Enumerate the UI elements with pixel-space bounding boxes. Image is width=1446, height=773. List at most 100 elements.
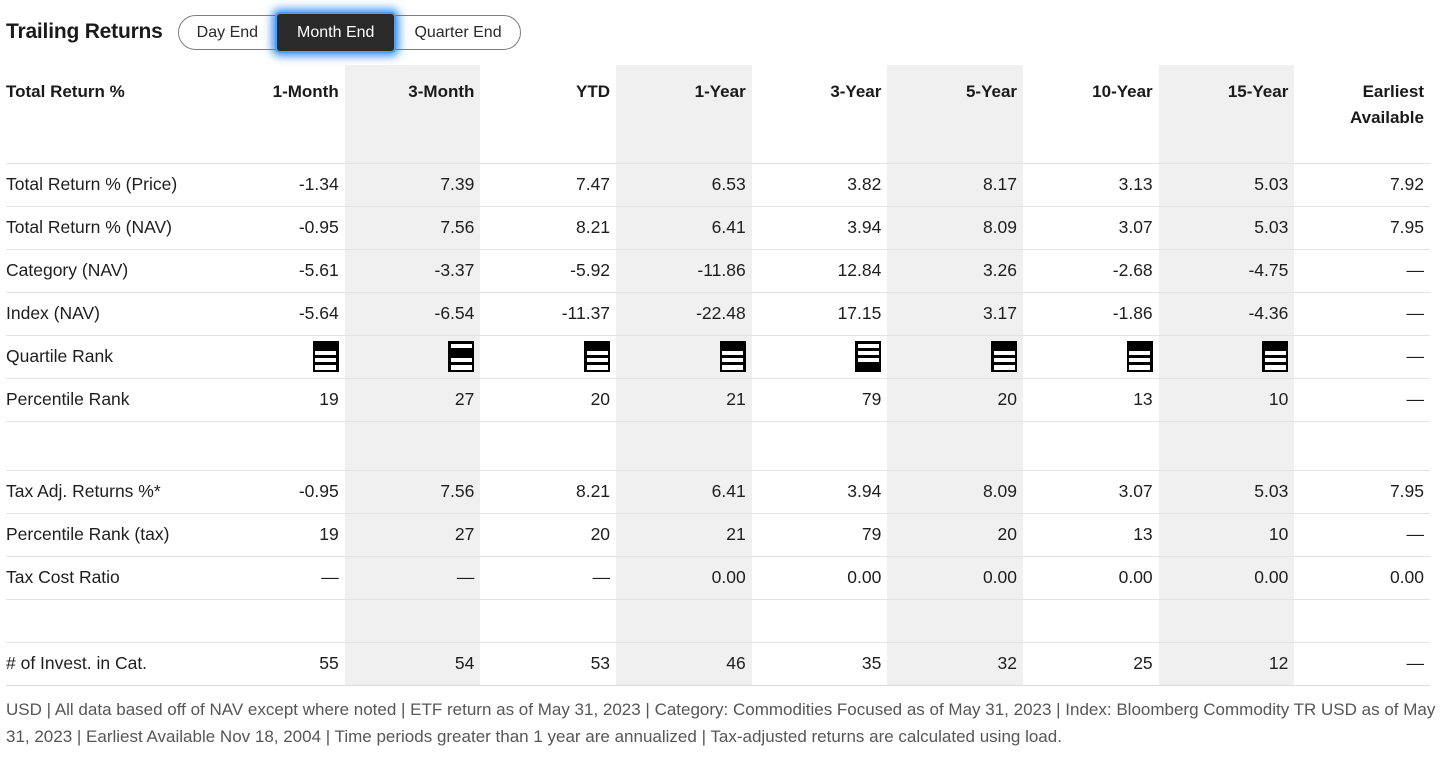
trailing-returns-table: Total Return % 1-Month 3-Month YTD 1-Year 3-… xyxy=(6,65,1430,686)
value-cell: 3.17 xyxy=(887,291,1024,335)
value-cell: -5.61 xyxy=(209,248,345,292)
value-cell: 13 xyxy=(1023,377,1159,421)
value-cell: -4.75 xyxy=(1158,248,1295,292)
value-cell: 0.00 xyxy=(1158,555,1295,599)
row-label xyxy=(6,420,210,470)
value-cell: -5.64 xyxy=(209,291,345,335)
table-row: Percentile Rank (tax) 19 27 20 21 79 20 13 10— xyxy=(6,512,1430,556)
spacer-cell xyxy=(1158,420,1295,470)
table-row: Index (NAV) -5.64 -6.54 -11.37 -22.48 17.15 3.… xyxy=(6,291,1430,335)
value-cell: 0.00 xyxy=(751,555,888,599)
quartile-1-icon xyxy=(1126,341,1153,372)
value-cell: 7.56 xyxy=(344,469,481,513)
value-cell: 79 xyxy=(751,512,888,556)
row-label: # of Invest. in Cat. xyxy=(6,641,210,686)
toggle-month-end-button[interactable]: Month End xyxy=(277,13,395,51)
column-header-earliest-available: Earliest Available xyxy=(1349,82,1424,128)
value-cell: 0.00 xyxy=(616,555,752,599)
value-cell: 8.21 xyxy=(480,469,617,513)
value-cell: -11.37 xyxy=(480,291,617,335)
value-cell: 25 xyxy=(1023,641,1159,686)
value-cell: — xyxy=(344,555,481,599)
value-cell: 27 xyxy=(344,512,481,556)
value-cell: 20 xyxy=(480,512,617,556)
value-cell: 7.47 xyxy=(480,162,617,206)
quartile-cell xyxy=(480,334,617,378)
quartile-1-icon xyxy=(719,341,746,372)
value-cell: 35 xyxy=(751,641,888,686)
value-cell: -2.68 xyxy=(1023,248,1159,292)
row-label: Index (NAV) xyxy=(6,291,210,335)
value-cell: 12 xyxy=(1158,641,1295,686)
value-cell: 79 xyxy=(751,377,888,421)
table-header-row: Total Return % 1-Month 3-Month YTD 1-Year 3-… xyxy=(6,65,1430,163)
value-cell: 19 xyxy=(209,377,345,421)
value-cell: 5.03 xyxy=(1158,469,1295,513)
value-cell: — xyxy=(1294,291,1430,335)
value-cell: — xyxy=(1294,334,1430,378)
footnote-text: USD | All data based off of NAV except w… xyxy=(6,699,1436,747)
value-cell: 7.92 xyxy=(1294,162,1430,206)
value-cell: — xyxy=(209,555,345,599)
spacer-cell xyxy=(1294,420,1430,470)
value-cell: 8.21 xyxy=(480,205,617,249)
quartile-1-icon xyxy=(991,341,1018,372)
value-cell: 3.94 xyxy=(751,469,888,513)
quartile-cell xyxy=(1158,334,1295,378)
value-cell: -0.95 xyxy=(209,205,345,249)
value-cell: — xyxy=(480,555,617,599)
spacer-row xyxy=(6,420,1430,470)
table-row: Total Return % (Price) -1.34 7.39 7.47 6.53 3… xyxy=(6,162,1430,206)
value-cell: 0.00 xyxy=(887,555,1024,599)
value-cell: 13 xyxy=(1023,512,1159,556)
value-cell: -5.92 xyxy=(480,248,617,292)
row-label xyxy=(6,598,210,642)
quartile-cell xyxy=(616,334,752,378)
table-row: Tax Cost Ratio — — —0.00 0.00 0.00 0.00 0.00 0.0… xyxy=(6,555,1430,599)
table-row: Tax Adj. Returns %* -0.95 7.56 8.21 6.41 3.94… xyxy=(6,469,1430,513)
value-cell: 10 xyxy=(1158,512,1295,556)
value-cell: 46 xyxy=(616,641,752,686)
quartile-2-icon xyxy=(448,341,475,372)
column-header-ytd: YTD xyxy=(576,82,611,101)
row-label: Total Return % (Price) xyxy=(6,162,210,206)
table-row: Category (NAV) -5.61 -3.37 -5.92 -11.86 12.84… xyxy=(6,248,1430,292)
column-header-15-year: 15-Year xyxy=(1158,65,1295,163)
value-cell: 6.41 xyxy=(616,469,752,513)
value-cell: 17.15 xyxy=(751,291,888,335)
value-cell: 7.56 xyxy=(344,205,481,249)
value-cell: -4.36 xyxy=(1158,291,1295,335)
spacer-cell xyxy=(751,420,888,470)
value-cell: 3.07 xyxy=(1023,205,1159,249)
spacer-row xyxy=(6,598,1430,642)
value-cell: — xyxy=(1294,377,1430,421)
quartile-cell xyxy=(344,334,481,378)
value-cell: -1.86 xyxy=(1023,291,1159,335)
value-cell: 53 xyxy=(480,641,617,686)
spacer-cell xyxy=(480,598,617,642)
spacer-cell xyxy=(751,598,888,642)
page-title: Trailing Returns xyxy=(6,20,163,43)
spacer-cell xyxy=(1023,598,1159,642)
quartile-1-icon xyxy=(584,341,611,372)
quartile-1-icon xyxy=(1262,341,1289,372)
value-cell: — xyxy=(1294,248,1430,292)
value-cell: 54 xyxy=(344,641,481,686)
toggle-day-end-button[interactable]: Day End xyxy=(179,16,276,49)
toggle-quarter-end-button[interactable]: Quarter End xyxy=(395,15,519,49)
spacer-cell xyxy=(1023,420,1159,470)
value-cell: -6.54 xyxy=(344,291,481,335)
value-cell: 3.26 xyxy=(887,248,1024,292)
row-label: Percentile Rank (tax) xyxy=(6,512,210,556)
value-cell: -11.86 xyxy=(616,248,752,292)
table-row: Total Return % (NAV) -0.95 7.56 8.21 6.41 3.9… xyxy=(6,205,1430,249)
column-header-10-year: 10-Year xyxy=(1092,82,1153,101)
table-row: # of Invest. in Cat. 55 54 53 46 35 32 25 12— xyxy=(6,641,1430,686)
value-cell: -22.48 xyxy=(616,291,752,335)
value-cell: 6.53 xyxy=(616,162,752,206)
value-cell: — xyxy=(1294,512,1430,556)
value-cell: 21 xyxy=(616,512,752,556)
period-toggle: Day End Month End Quarter End xyxy=(177,13,521,51)
row-label: Tax Cost Ratio xyxy=(6,555,210,599)
value-cell: 7.39 xyxy=(344,162,481,206)
